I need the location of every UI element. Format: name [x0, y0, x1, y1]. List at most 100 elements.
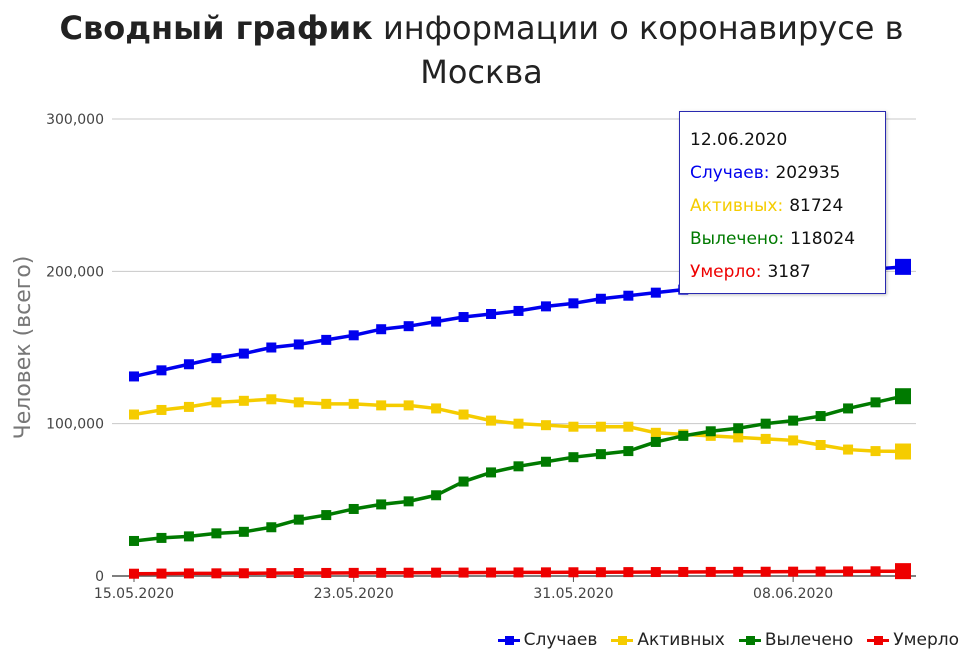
data-point — [870, 397, 881, 408]
data-point — [211, 397, 222, 408]
data-point — [238, 348, 249, 359]
data-point — [568, 567, 579, 578]
data-point — [403, 496, 414, 507]
legend-label: Случаев — [523, 630, 598, 650]
data-point — [705, 566, 716, 577]
data-point — [403, 321, 414, 332]
data-point — [568, 298, 579, 309]
tooltip-label: Вылечено: — [690, 229, 785, 249]
data-point — [403, 400, 414, 411]
legend-item-deaths[interactable]: Умерло — [867, 630, 959, 650]
legend-label: Вылечено — [764, 630, 854, 650]
data-point — [733, 566, 744, 577]
data-point — [895, 443, 911, 460]
tooltip-row: Вылечено: 118024 — [690, 223, 885, 256]
data-point — [678, 566, 689, 577]
chart-title-bold: Сводный график — [59, 9, 373, 47]
x-tick-label: 31.05.2020 — [533, 586, 613, 602]
data-point — [595, 293, 606, 304]
data-point — [540, 420, 551, 431]
data-point — [733, 423, 744, 434]
data-tooltip: 12.06.2020 Случаев: 202935 Активных: 81724… — [679, 111, 886, 294]
data-point — [623, 567, 634, 578]
data-point — [211, 353, 222, 364]
legend-item-cases[interactable]: Случаев — [497, 630, 598, 650]
legend-item-active[interactable]: Активных — [611, 630, 725, 650]
data-point — [678, 430, 689, 441]
data-point — [788, 435, 799, 446]
data-point — [895, 388, 911, 405]
chart-legend: Случаев Активных Вылечено Умерло — [497, 630, 959, 650]
tooltip-label: Активных: — [690, 196, 784, 216]
x-tick-label: 08.06.2020 — [753, 586, 833, 602]
data-point — [321, 510, 332, 521]
data-point — [266, 568, 277, 579]
tooltip-label: Случаев: — [690, 163, 770, 183]
y-axis-label: Человек (всего) — [11, 256, 36, 440]
data-point — [760, 433, 771, 444]
data-point — [348, 503, 359, 514]
data-point — [650, 567, 661, 578]
legend-swatch — [738, 634, 761, 646]
data-point — [815, 439, 826, 450]
data-point — [486, 567, 497, 578]
data-point — [293, 514, 304, 525]
data-point — [843, 444, 854, 455]
data-point — [788, 566, 799, 577]
data-point — [650, 287, 661, 298]
data-point — [431, 567, 442, 578]
tooltip-value: 81724 — [789, 196, 844, 216]
data-point — [293, 339, 304, 350]
data-point — [540, 567, 551, 578]
data-point — [129, 535, 139, 546]
data-point — [129, 409, 139, 420]
data-point — [129, 568, 139, 579]
x-tick-label: 23.05.2020 — [314, 586, 394, 602]
data-point — [513, 567, 524, 578]
legend-swatch — [867, 634, 890, 646]
data-point — [266, 342, 277, 353]
data-point — [376, 499, 387, 510]
data-point — [238, 395, 249, 406]
data-point — [870, 566, 881, 577]
data-point — [348, 330, 359, 341]
data-point — [540, 301, 551, 312]
data-point — [458, 476, 469, 487]
tooltip-value: 202935 — [775, 163, 841, 183]
tooltip-row: Случаев: 202935 — [690, 157, 885, 190]
data-point — [156, 568, 167, 579]
data-point — [293, 397, 304, 408]
data-point — [513, 418, 524, 429]
legend-label: Умерло — [893, 630, 959, 650]
data-point — [513, 305, 524, 316]
data-point — [376, 400, 387, 411]
data-point — [486, 308, 497, 319]
data-point — [183, 531, 194, 542]
data-point — [623, 421, 634, 432]
data-point — [486, 415, 497, 426]
legend-item-recovered[interactable]: Вылечено — [738, 630, 854, 650]
data-point — [895, 563, 911, 580]
data-point — [211, 568, 222, 579]
data-point — [458, 409, 469, 420]
data-point — [238, 568, 249, 579]
data-point — [431, 490, 442, 501]
data-point — [266, 522, 277, 533]
y-tick-label: 200,000 — [46, 264, 104, 280]
data-point — [843, 566, 854, 577]
data-point — [650, 427, 661, 438]
chart-title-rest: информации о коронавирусе в Москва — [372, 9, 904, 91]
data-point — [156, 404, 167, 415]
data-point — [348, 567, 359, 578]
data-point — [129, 371, 139, 382]
y-tick-label: 300,000 — [46, 112, 104, 128]
y-tick-label: 100,000 — [46, 417, 104, 433]
legend-swatch — [611, 634, 634, 646]
data-point — [486, 467, 497, 478]
data-point — [183, 568, 194, 579]
tooltip-value: 3187 — [767, 262, 811, 282]
data-point — [650, 436, 661, 447]
data-point — [513, 461, 524, 472]
legend-swatch — [497, 634, 520, 646]
